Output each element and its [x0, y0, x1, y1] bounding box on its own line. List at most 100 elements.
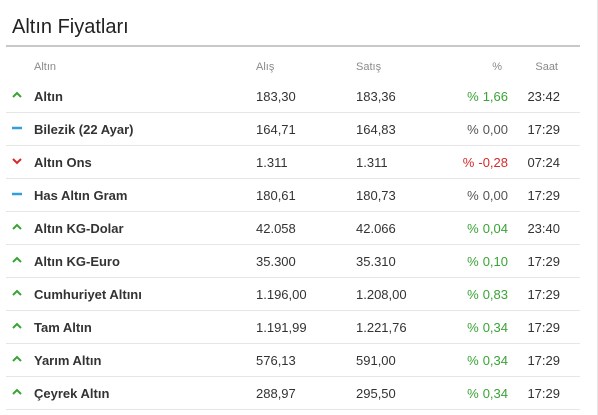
row-change-value: 0,00 [482, 122, 508, 137]
row-buy-price: 576,13 [256, 353, 296, 368]
row-sell-price: 1.221,76 [356, 320, 407, 335]
row-change-sign: % [467, 287, 479, 302]
row-change-value: 0,34 [482, 320, 508, 335]
table-header: Altın Alış Satış % Saat [6, 58, 580, 80]
row-change: % 0,34 [467, 386, 508, 401]
row-change: % -0,28 [463, 155, 508, 170]
table-row[interactable]: Çeyrek Altın 288,97 295,50% 0,34 17:29 [6, 377, 580, 410]
row-name: Altın Ons [34, 155, 92, 170]
trend-up-icon [12, 91, 22, 98]
row-change-sign: % [467, 122, 479, 137]
trend-flat-icon [12, 192, 22, 196]
column-header-sell: Satış [356, 61, 382, 73]
row-change-value: 0,34 [482, 353, 508, 368]
row-change-sign: % [467, 89, 479, 104]
row-change-sign: % [467, 188, 479, 203]
row-time: 07:24 [527, 155, 560, 170]
table-row[interactable]: Yarım Altın 576,13 591,00% 0,34 17:29 [6, 344, 580, 377]
row-name: Tam Altın [34, 320, 92, 335]
row-name: Altın KG-Euro [34, 254, 120, 269]
trend-up-icon [12, 388, 22, 395]
row-buy-price: 42.058 [256, 221, 296, 236]
row-sell-price: 1.208,00 [356, 287, 407, 302]
row-name: Has Altın Gram [34, 188, 128, 203]
row-name: Cumhuriyet Altını [34, 287, 142, 302]
row-change-sign: % [467, 320, 479, 335]
row-change-value: 0,34 [482, 386, 508, 401]
row-buy-price: 288,97 [256, 386, 296, 401]
row-change-sign: % [462, 155, 475, 170]
row-sell-price: 35.310 [356, 254, 396, 269]
row-change-sign: % [467, 386, 479, 401]
row-change: % 0,83 [467, 287, 508, 302]
column-header-buy: Alış [256, 61, 275, 73]
row-change: % 0,10 [467, 254, 508, 269]
row-sell-price: 295,50 [356, 386, 396, 401]
row-change: % 0,34 [467, 320, 508, 335]
table-row[interactable]: Altın Ons 1.311 1.311% -0,28 07:24 [6, 146, 580, 179]
row-name: Çeyrek Altın [34, 386, 110, 401]
row-sell-price: 1.311 [356, 155, 388, 170]
row-change-sign: % [467, 221, 479, 236]
row-buy-price: 35.300 [256, 254, 296, 269]
row-change: % 0,34 [467, 353, 508, 368]
row-time: 17:29 [527, 320, 560, 335]
row-time: 17:29 [527, 353, 560, 368]
row-buy-price: 1.191,99 [256, 320, 307, 335]
row-name: Bilezik (22 Ayar) [34, 122, 134, 137]
column-header-change: % [492, 61, 502, 73]
row-time: 17:29 [527, 386, 560, 401]
row-change: % 0,00 [467, 188, 508, 203]
row-change: % 0,00 [467, 122, 508, 137]
row-change-sign: % [467, 254, 479, 269]
table-row[interactable]: Bilezik (22 Ayar) 164,71 164,83% 0,00 17:29 [6, 113, 580, 146]
row-time: 17:29 [527, 188, 560, 203]
table-row[interactable]: Altın 183,30 183,36% 1,66 23:42 [6, 80, 580, 113]
row-buy-price: 1.196,00 [256, 287, 307, 302]
row-change-value: 0,10 [482, 254, 508, 269]
table-row[interactable]: Cumhuriyet Altını 1.196,00 1.208,00% 0,83 17… [6, 278, 580, 311]
row-change-value: 1,66 [482, 89, 508, 104]
widget-title: Altın Fiyatları [12, 16, 129, 38]
row-sell-price: 183,36 [356, 89, 396, 104]
trend-up-icon [12, 289, 22, 296]
trend-flat-icon [12, 126, 22, 130]
row-time: 17:29 [527, 122, 560, 137]
trend-down-icon [12, 158, 22, 165]
trend-up-icon [12, 322, 22, 329]
row-time: 17:29 [527, 254, 560, 269]
row-sell-price: 164,83 [356, 122, 396, 137]
row-change-value: -0,28 [478, 155, 508, 170]
row-sell-price: 42.066 [356, 221, 396, 236]
row-buy-price: 180,61 [256, 188, 296, 203]
row-change-value: 0,00 [482, 188, 508, 203]
row-buy-price: 1.311 [256, 155, 288, 170]
row-sell-price: 180,73 [356, 188, 396, 203]
row-sell-price: 591,00 [356, 353, 396, 368]
row-time: 23:42 [527, 89, 560, 104]
row-change: % 0,04 [467, 221, 508, 236]
table-row[interactable]: Has Altın Gram 180,61 180,73% 0,00 17:29 [6, 179, 580, 212]
price-table-body: Altın 183,30 183,36% 1,66 23:42 Bilezik (22 A… [6, 80, 580, 410]
column-header-time: Saat [535, 61, 558, 73]
table-row[interactable]: Altın KG-Dolar 42.058 42.066% 0,04 23:40 [6, 212, 580, 245]
title-divider [6, 45, 580, 47]
row-time: 17:29 [527, 287, 560, 302]
row-change: % 1,66 [467, 89, 508, 104]
trend-up-icon [12, 256, 22, 263]
row-name: Altın [34, 89, 63, 104]
row-name: Altın KG-Dolar [34, 221, 124, 236]
row-name: Yarım Altın [34, 353, 102, 368]
trend-up-icon [12, 355, 22, 362]
trend-up-icon [12, 223, 22, 230]
row-change-value: 0,04 [482, 221, 508, 236]
row-buy-price: 164,71 [256, 122, 296, 137]
row-change-value: 0,83 [482, 287, 508, 302]
column-header-name: Altın [34, 61, 57, 73]
table-row[interactable]: Tam Altın 1.191,99 1.221,76% 0,34 17:29 [6, 311, 580, 344]
row-buy-price: 183,30 [256, 89, 296, 104]
table-row[interactable]: Altın KG-Euro 35.300 35.310% 0,10 17:29 [6, 245, 580, 278]
row-time: 23:40 [527, 221, 560, 236]
row-change-sign: % [467, 353, 479, 368]
